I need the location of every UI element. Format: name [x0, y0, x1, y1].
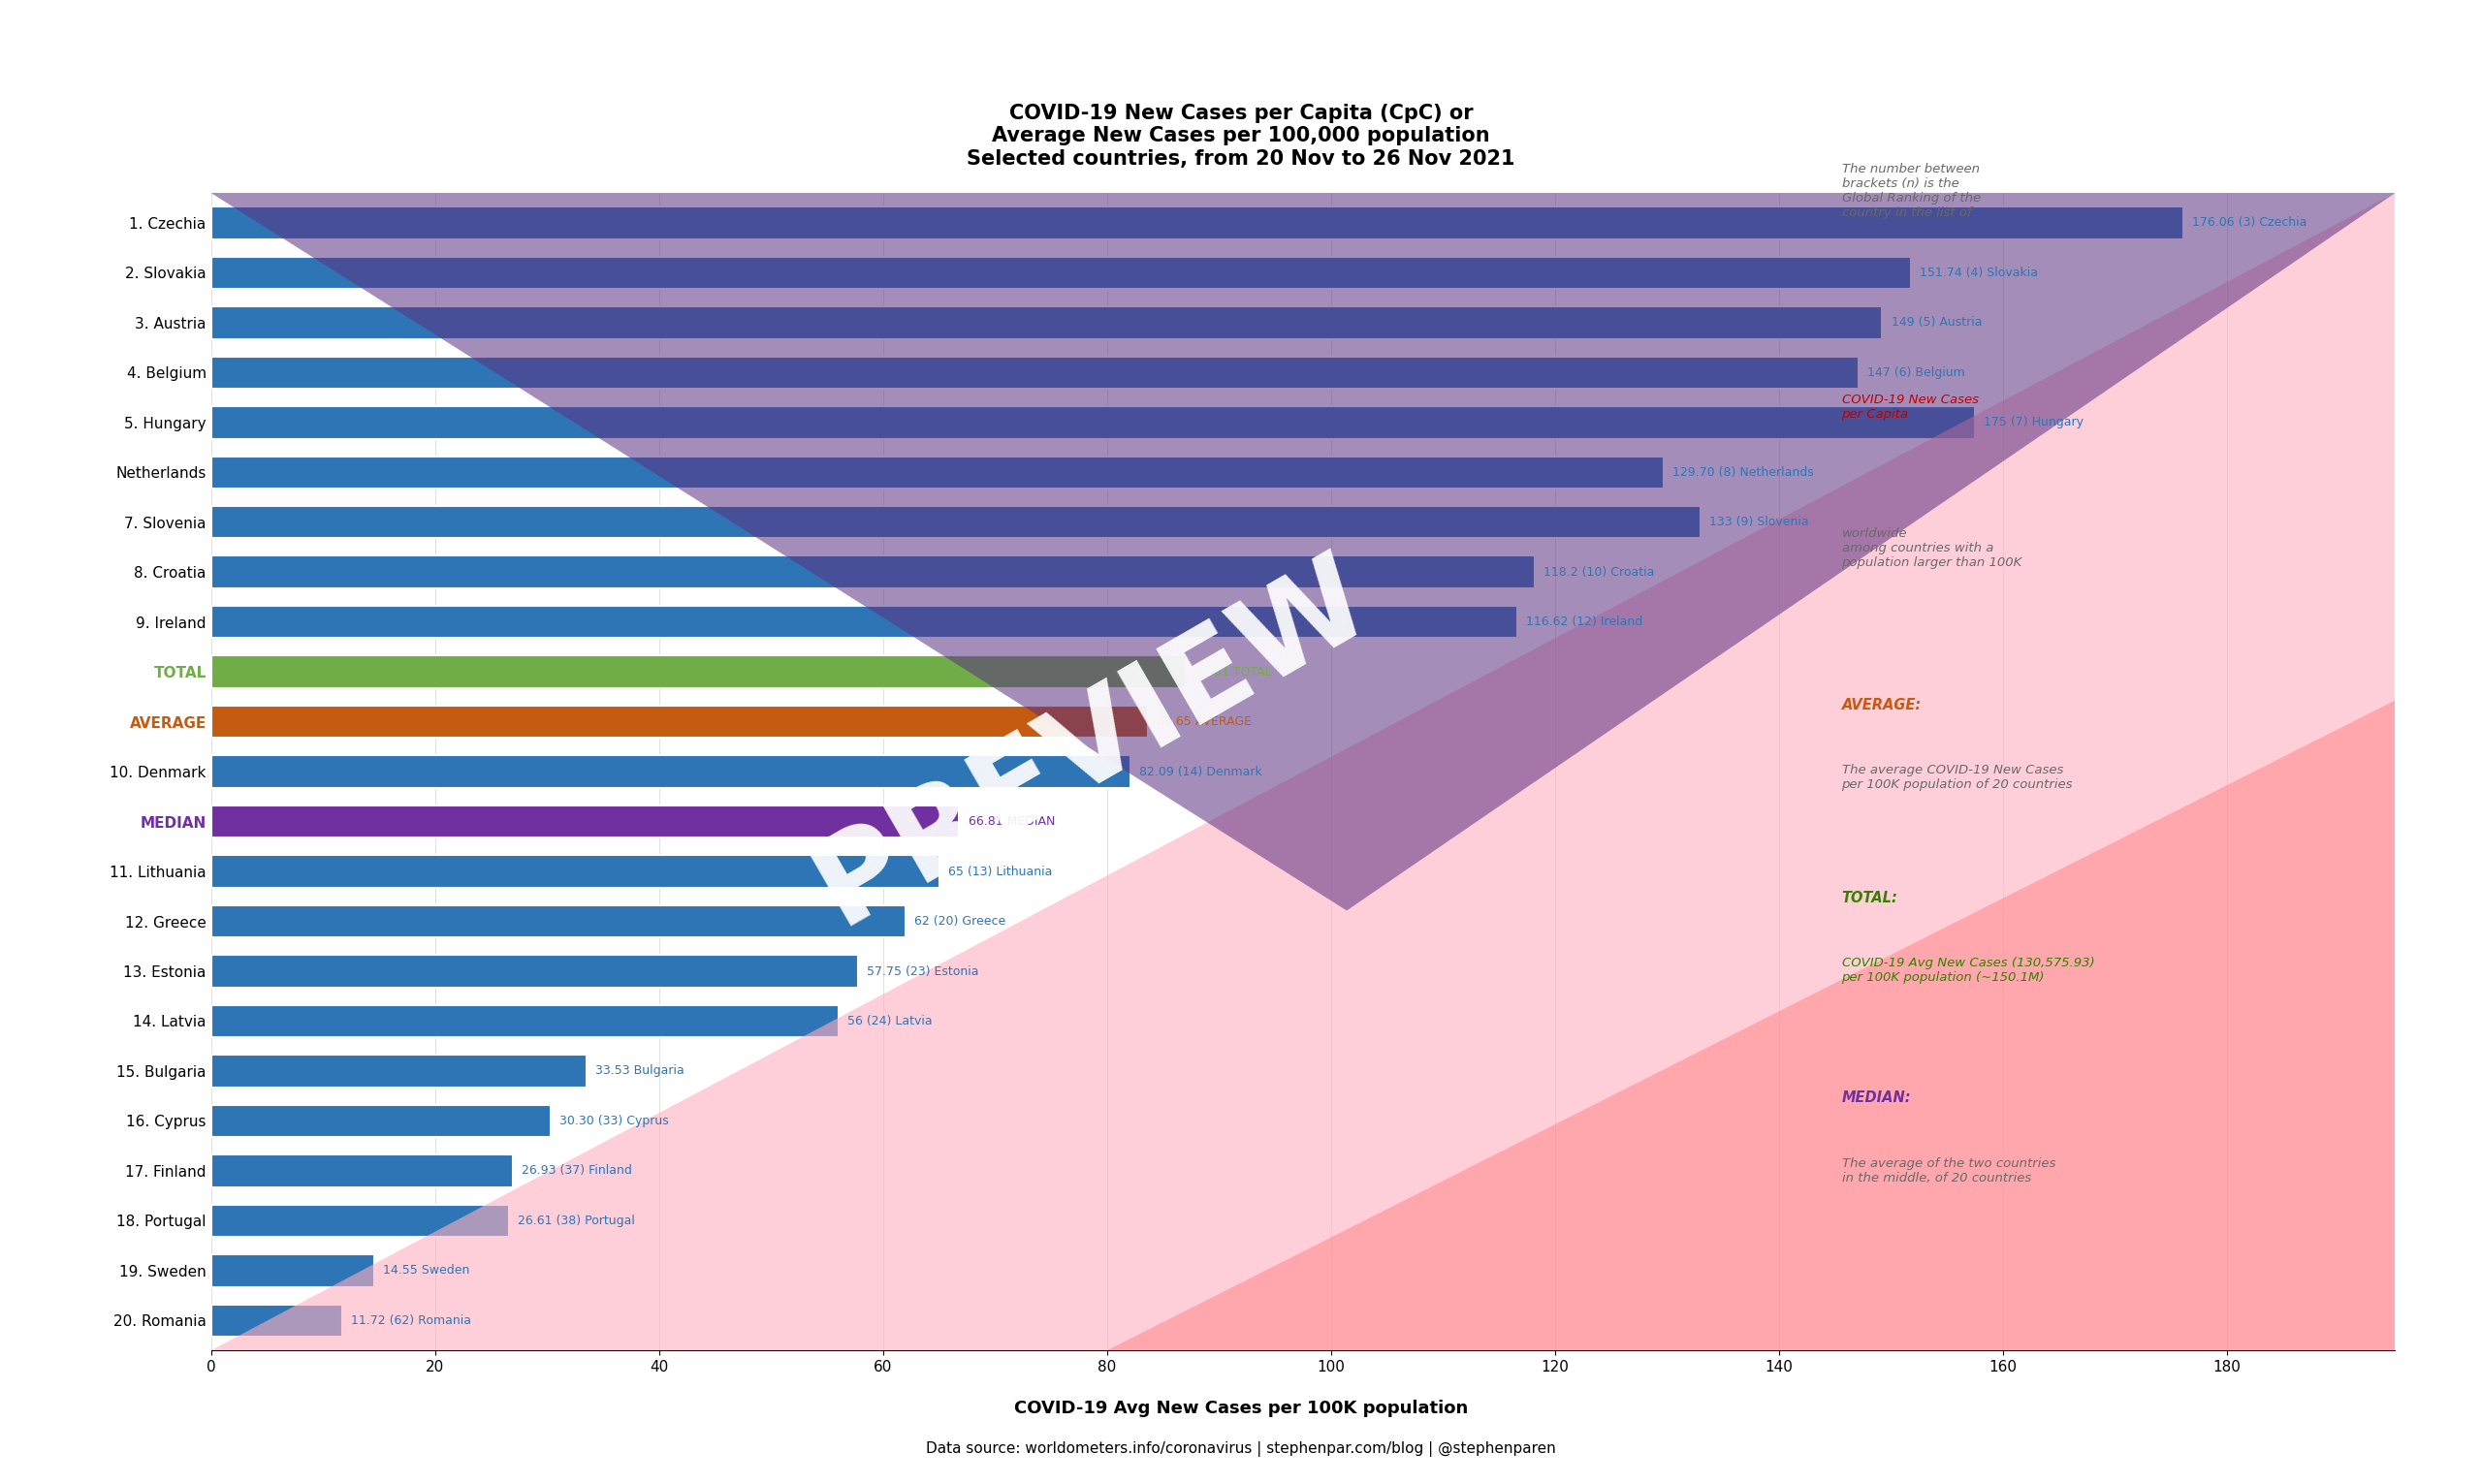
Text: PREVIEW: PREVIEW: [794, 536, 1390, 948]
Bar: [211, 257, 1911, 289]
Bar: [211, 1205, 509, 1238]
Bar: [211, 755, 1129, 788]
Bar: [211, 1155, 514, 1187]
Text: The average COVID-19 New Cases
per 100K population of 20 countries: The average COVID-19 New Cases per 100K …: [1842, 764, 2072, 791]
Text: 83.65 AVERAGE: 83.65 AVERAGE: [1157, 715, 1251, 729]
Text: 151.74 (4) Slovakia: 151.74 (4) Slovakia: [1919, 267, 2038, 279]
Text: TOTAL:: TOTAL:: [1842, 890, 1899, 905]
Text: COVID-19 New Cases
per Capita: COVID-19 New Cases per Capita: [1842, 393, 1978, 420]
Text: 62 (20) Greece: 62 (20) Greece: [913, 916, 1005, 928]
Bar: [211, 806, 961, 838]
Text: 65 (13) Lithuania: 65 (13) Lithuania: [948, 865, 1052, 877]
Bar: [211, 705, 1147, 738]
Text: The number between
brackets (n) is the
Global Ranking of the
country in the list: The number between brackets (n) is the G…: [1842, 163, 1981, 220]
Text: 149 (5) Austria: 149 (5) Austria: [1891, 316, 1981, 329]
Text: 26.61 (38) Portugal: 26.61 (38) Portugal: [519, 1214, 635, 1227]
Bar: [211, 1005, 839, 1037]
Bar: [211, 956, 859, 987]
Text: 129.70 (8) Netherlands: 129.70 (8) Netherlands: [1673, 466, 1814, 479]
Bar: [211, 407, 1976, 439]
Bar: [211, 1254, 375, 1287]
Text: 133 (9) Slovenia: 133 (9) Slovenia: [1710, 516, 1809, 528]
Text: 118.2 (10) Croatia: 118.2 (10) Croatia: [1544, 565, 1655, 579]
Text: 14.55 Sweden: 14.55 Sweden: [382, 1264, 469, 1276]
Text: 176.06 (3) Czechia: 176.06 (3) Czechia: [2192, 217, 2306, 229]
Text: 11.72 (62) Romania: 11.72 (62) Romania: [352, 1315, 472, 1327]
Text: 175 (7) Hungary: 175 (7) Hungary: [1983, 416, 2085, 429]
Polygon shape: [211, 193, 2395, 1350]
Text: 30.30 (33) Cyprus: 30.30 (33) Cyprus: [558, 1114, 668, 1128]
Bar: [211, 605, 1517, 638]
Polygon shape: [211, 193, 2395, 911]
Text: MEDIAN:: MEDIAN:: [1842, 1091, 1911, 1106]
Text: COVID-19 Avg New Cases (130,575.93)
per 100K population (~150.1M): COVID-19 Avg New Cases (130,575.93) per …: [1842, 957, 2095, 984]
Bar: [211, 1304, 343, 1337]
Bar: [211, 905, 906, 938]
Text: 33.53 Bulgaria: 33.53 Bulgaria: [596, 1064, 685, 1077]
Text: Data source: worldometers.info/coronavirus | stephenpar.com/blog | @stephenparen: Data source: worldometers.info/coronavir…: [926, 1442, 1556, 1457]
Text: 57.75 (23) Estonia: 57.75 (23) Estonia: [866, 965, 978, 978]
Bar: [211, 456, 1663, 488]
Bar: [211, 556, 1534, 588]
Text: 147 (6) Belgium: 147 (6) Belgium: [1866, 367, 1966, 378]
Text: COVID-19 New Cases per Capita (CpC) or
Average New Cases per 100,000 population
: COVID-19 New Cases per Capita (CpC) or A…: [968, 104, 1514, 168]
Bar: [211, 1055, 586, 1088]
Bar: [211, 506, 1700, 539]
Bar: [211, 356, 1859, 389]
Bar: [211, 656, 1186, 689]
Polygon shape: [1107, 700, 2395, 1350]
Text: 87.01 TOTAL: 87.01 TOTAL: [1194, 666, 1271, 678]
Text: 56 (24) Latvia: 56 (24) Latvia: [846, 1015, 933, 1027]
Bar: [211, 306, 1881, 338]
Text: 26.93 (37) Finland: 26.93 (37) Finland: [521, 1165, 633, 1177]
Text: The average of the two countries
in the middle, of 20 countries: The average of the two countries in the …: [1842, 1158, 2055, 1184]
Text: AVERAGE:: AVERAGE:: [1842, 697, 1921, 712]
Text: 82.09 (14) Denmark: 82.09 (14) Denmark: [1139, 766, 1263, 778]
Text: 116.62 (12) Ireland: 116.62 (12) Ireland: [1526, 616, 1643, 628]
Bar: [211, 1104, 551, 1137]
Text: 66.81 MEDIAN: 66.81 MEDIAN: [968, 815, 1055, 828]
Bar: [211, 206, 2184, 239]
Text: COVID-19 Avg New Cases per 100K population: COVID-19 Avg New Cases per 100K populati…: [1015, 1399, 1467, 1417]
Text: worldwide
among countries with a
population larger than 100K: worldwide among countries with a populat…: [1842, 527, 2023, 568]
Bar: [211, 855, 938, 887]
